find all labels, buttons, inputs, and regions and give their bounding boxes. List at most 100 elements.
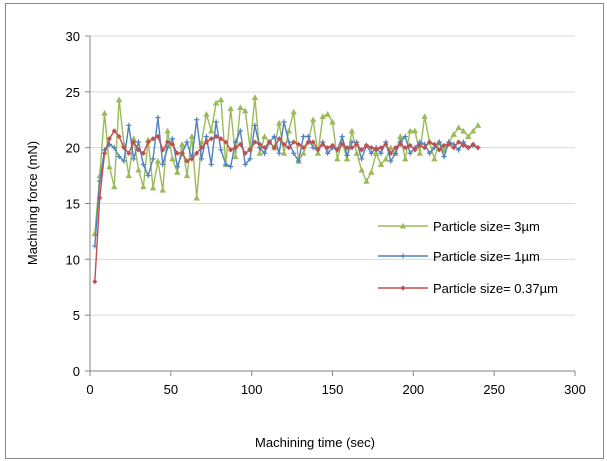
- data-point: [184, 158, 190, 164]
- data-point: [392, 145, 399, 151]
- data-point: [276, 150, 282, 156]
- data-point: [392, 150, 399, 156]
- data-point: [232, 145, 239, 151]
- data-point: [402, 145, 408, 151]
- data-point: [208, 136, 214, 142]
- series-3: [92, 128, 481, 285]
- data-point: [402, 155, 409, 162]
- data-point: [348, 127, 356, 134]
- data-point: [218, 147, 224, 153]
- data-point: [343, 155, 351, 162]
- data-point: [203, 139, 209, 145]
- data-point: [359, 156, 365, 162]
- data-point: [354, 141, 360, 147]
- data-point: [406, 127, 414, 134]
- data-point: [252, 122, 258, 128]
- data-point: [213, 133, 219, 140]
- data-point: [237, 128, 243, 134]
- data-point: [247, 147, 253, 153]
- data-point: [198, 145, 205, 151]
- data-point: [368, 169, 375, 175]
- data-point: [368, 150, 374, 156]
- data-point: [242, 107, 249, 114]
- data-point: [194, 150, 200, 156]
- data-point: [412, 147, 418, 153]
- data-point: [315, 147, 321, 153]
- data-point: [295, 141, 302, 147]
- data-point: [324, 110, 331, 117]
- data-point: [160, 147, 166, 153]
- data-point: [400, 285, 406, 291]
- data-point: [92, 279, 98, 285]
- data-point: [310, 139, 316, 145]
- data-point: [275, 119, 283, 126]
- data-point: [411, 127, 419, 134]
- x-tick-label: 200: [402, 382, 424, 397]
- data-point: [212, 99, 220, 106]
- data-point: [353, 150, 360, 156]
- y-tick-label: 20: [66, 141, 80, 156]
- data-point: [140, 150, 146, 156]
- data-point: [131, 156, 137, 162]
- data-point: [135, 139, 142, 145]
- data-point: [372, 150, 380, 156]
- data-point: [116, 133, 122, 140]
- y-tick-label: 30: [66, 29, 80, 44]
- data-point: [223, 161, 229, 168]
- data-point: [383, 141, 389, 147]
- data-point: [135, 147, 142, 153]
- data-point: [174, 164, 180, 170]
- data-point: [388, 158, 394, 164]
- data-point: [456, 147, 462, 153]
- data-point: [295, 158, 302, 164]
- data-point: [111, 145, 117, 151]
- data-point: [91, 230, 99, 237]
- data-point: [217, 96, 225, 103]
- data-point: [125, 172, 132, 179]
- data-point: [474, 122, 482, 128]
- x-axis-title: Machining time (sec): [255, 435, 375, 450]
- series-2: [92, 114, 481, 249]
- data-point: [208, 161, 214, 168]
- data-point: [305, 139, 311, 145]
- data-point: [426, 139, 433, 145]
- data-point: [242, 150, 248, 156]
- data-point: [262, 145, 268, 151]
- data-point: [179, 150, 185, 156]
- data-point: [256, 150, 263, 156]
- data-point: [373, 147, 379, 153]
- data-point: [140, 161, 146, 168]
- series-1: [91, 94, 482, 237]
- legend-label: Particle size= 1µm: [433, 249, 540, 264]
- data-point: [314, 150, 322, 156]
- data-point: [111, 183, 118, 190]
- data-point: [309, 116, 317, 123]
- data-point: [169, 155, 176, 162]
- data-point: [150, 156, 156, 162]
- data-point: [281, 119, 287, 125]
- data-point: [422, 145, 428, 151]
- x-tick-label: 0: [86, 382, 93, 397]
- data-point: [101, 150, 108, 156]
- data-point: [319, 113, 326, 119]
- data-point: [349, 139, 355, 145]
- data-point: [149, 184, 157, 191]
- x-tick-label: 150: [322, 382, 344, 397]
- data-point: [135, 166, 142, 173]
- data-point: [130, 135, 137, 142]
- data-point: [194, 117, 200, 123]
- data-point: [290, 108, 297, 115]
- data-point: [378, 145, 384, 151]
- data-point: [145, 139, 151, 145]
- data-point: [101, 109, 108, 116]
- legend-entry: Particle size= 1µm: [378, 249, 540, 264]
- data-point: [203, 110, 210, 117]
- data-point: [97, 195, 103, 201]
- data-point: [261, 133, 268, 140]
- data-point: [377, 161, 385, 167]
- data-point: [232, 153, 239, 160]
- data-point: [426, 150, 433, 156]
- data-point: [400, 253, 406, 259]
- data-point: [184, 139, 190, 145]
